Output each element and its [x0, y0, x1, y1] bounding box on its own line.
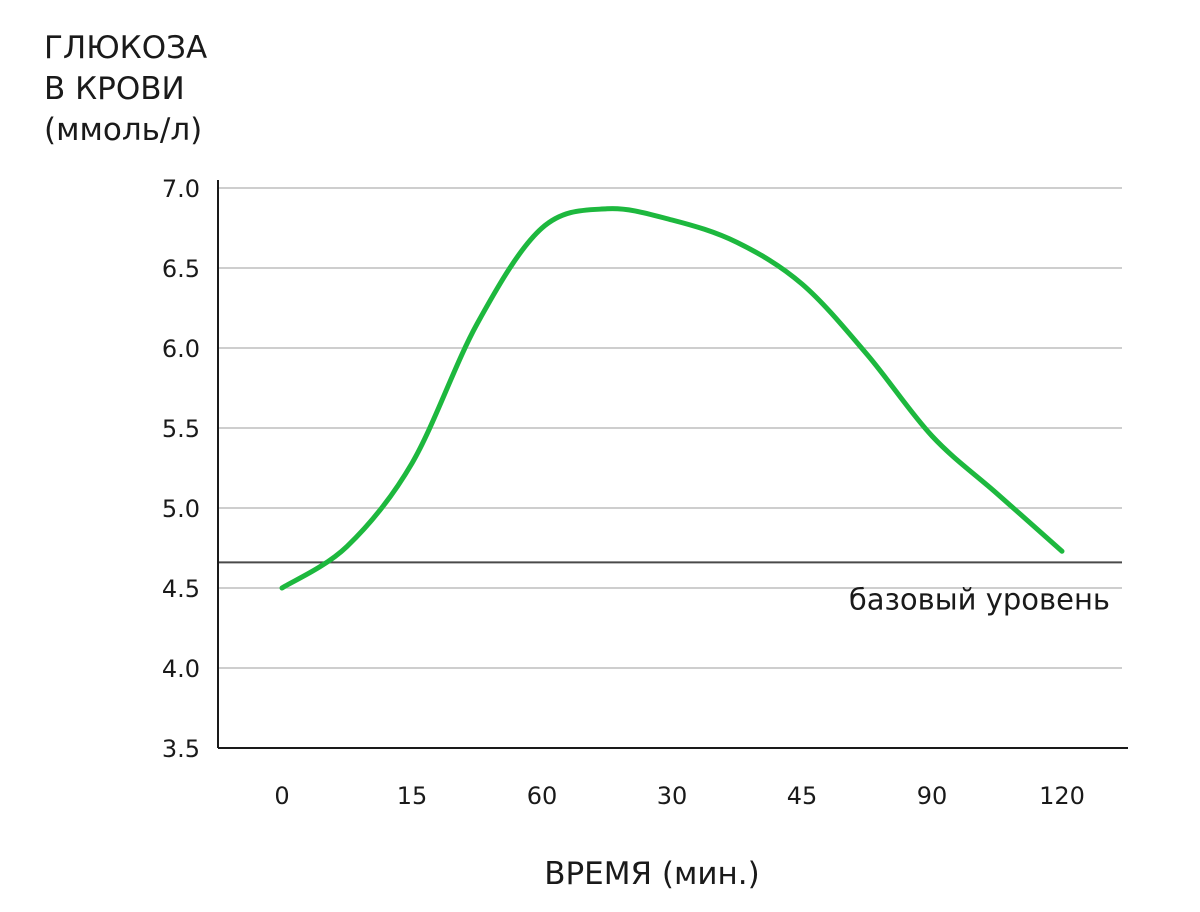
- baseline-label: базовый уровень: [849, 582, 1110, 616]
- y-axis-label-line-2: В КРОВИ: [44, 71, 185, 107]
- x-tick-label: 120: [1039, 782, 1085, 810]
- y-axis-label-line-1: ГЛЮКОЗА: [44, 30, 208, 66]
- y-tick-label: 4.0: [162, 655, 200, 683]
- y-axis-label: ГЛЮКОЗА В КРОВИ (ммоль/л): [44, 28, 207, 151]
- x-tick-label: 30: [657, 782, 688, 810]
- x-tick-label: 90: [917, 782, 948, 810]
- y-axis-label-line-3: (ммоль/л): [44, 112, 203, 148]
- grid-lines: [218, 187, 1122, 669]
- x-tick-label: 0: [274, 782, 289, 810]
- x-tick-label: 60: [527, 782, 558, 810]
- y-tick-label: 4.5: [162, 575, 200, 603]
- y-tick-label: 7.0: [162, 175, 200, 203]
- y-tick-labels: 7.0 6.5 6.0 5.5 5.0 4.5 4.0 3.5: [162, 175, 200, 763]
- y-tick-label: 6.0: [162, 335, 200, 363]
- x-tick-label: 45: [787, 782, 818, 810]
- y-tick-label: 3.5: [162, 735, 200, 763]
- y-tick-label: 5.0: [162, 495, 200, 523]
- x-axis-label: ВРЕМЯ (мин.): [544, 856, 760, 892]
- y-tick-label: 5.5: [162, 415, 200, 443]
- y-tick-label: 6.5: [162, 255, 200, 283]
- glucose-curve: [279, 206, 1065, 591]
- x-tick-labels: 0 15 60 30 45 90 120: [274, 782, 1085, 810]
- x-tick-label: 15: [397, 782, 428, 810]
